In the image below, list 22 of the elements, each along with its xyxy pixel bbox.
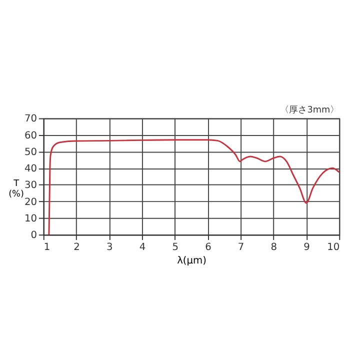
y-tick-label: 0: [30, 230, 37, 242]
x-axis-title: λ(μm): [177, 256, 206, 267]
x-tick-label: 10: [327, 242, 340, 253]
y-tick-label: 70: [24, 114, 37, 125]
y-tick-label: 40: [24, 164, 37, 175]
y-tick-label: 50: [24, 146, 37, 158]
text: 〈厚さ3mm〉: [280, 104, 340, 116]
y-axis-title: T (%): [8, 178, 24, 200]
x-tick-label: 3: [106, 242, 113, 253]
y-tick-label: 10: [24, 213, 37, 224]
y-tick-label: 60: [24, 130, 37, 142]
line-series: [48, 139, 340, 236]
y-tick-label: 20: [24, 196, 37, 208]
x-tick-label: 7: [238, 242, 244, 253]
x-tick-label: 4: [139, 242, 146, 253]
y-tick-label: 30: [24, 180, 37, 192]
x-tick-label: 1: [44, 242, 50, 253]
x-tick-label: 2: [74, 242, 80, 253]
x-tick-label: 5: [172, 242, 178, 253]
x-tick-label: 8: [270, 242, 278, 253]
x-tick-label: 9: [304, 242, 310, 253]
x-tick-label: 6: [205, 242, 212, 253]
